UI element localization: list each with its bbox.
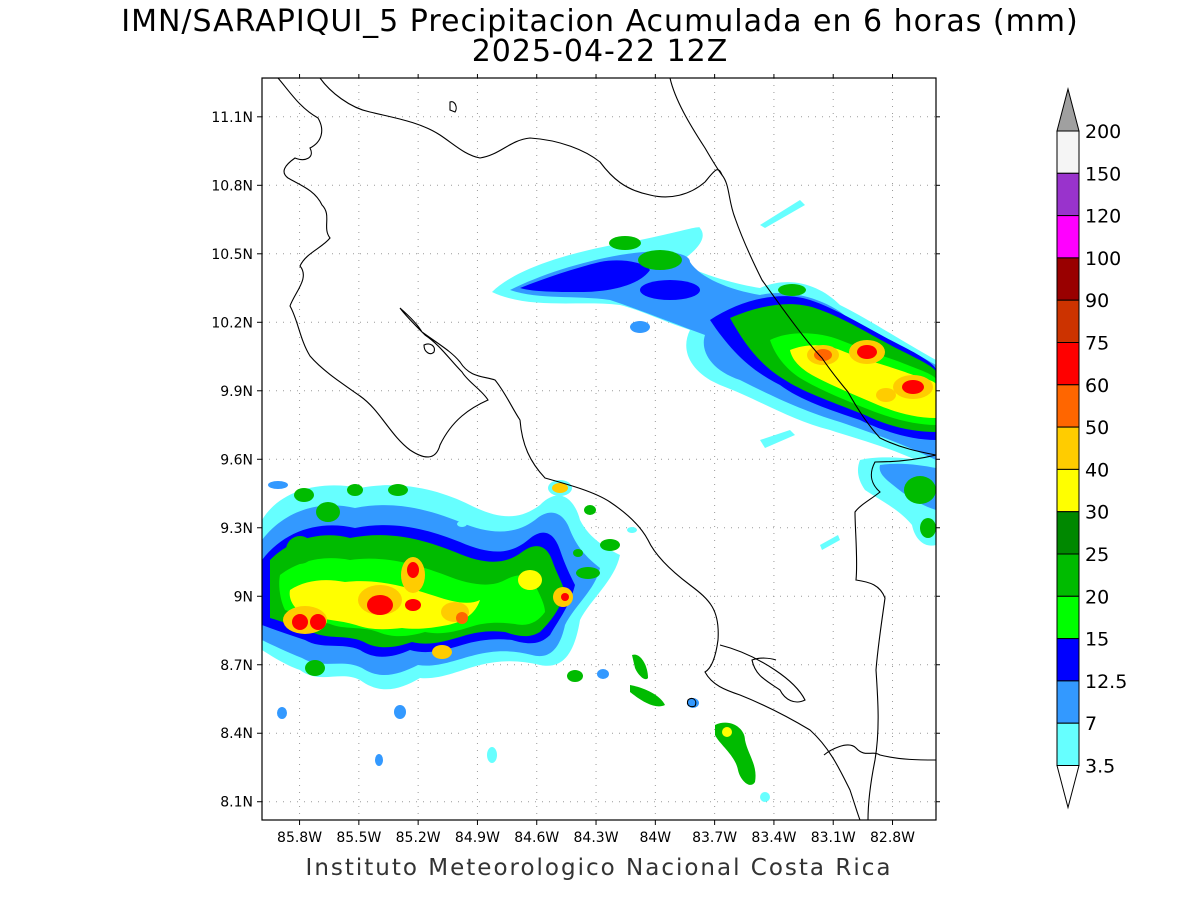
colorbar-segment	[1056, 130, 1080, 174]
colorbar-segment	[1056, 299, 1080, 344]
precipitation-field	[262, 200, 936, 802]
lat-tick-label: 9.9N	[220, 384, 253, 400]
colorbar-label: 7	[1085, 713, 1097, 735]
colorbar-segment	[1056, 257, 1080, 301]
colorbar-label: 90	[1085, 290, 1109, 312]
colorbar-label: 60	[1085, 375, 1109, 397]
colorbar-bottom-arrow	[1056, 765, 1080, 810]
lon-tick-label: 84W	[639, 830, 671, 846]
credit-text: Instituto Meteorologico Nacional Costa R…	[305, 855, 893, 881]
lat-tick-label: 9.6N	[220, 452, 253, 468]
colorbar-label: 120	[1085, 206, 1121, 228]
colorbar-label: 12.5	[1085, 671, 1127, 693]
longitude-axis: 85.8W 85.5W 85.2W 84.9W 84.6W 84.3W 84W 83.7W 83…	[277, 74, 915, 846]
lat-tick-label: 10.5N	[211, 247, 253, 263]
colorbar-label: 75	[1085, 333, 1109, 355]
map-frame	[261, 77, 937, 821]
colorbar-segment	[1056, 680, 1080, 724]
colorbar-label: 25	[1085, 544, 1109, 566]
lat-tick-label: 8.4N	[220, 726, 253, 742]
lat-tick-label: 11.1N	[211, 110, 253, 126]
colorbar-label: 40	[1085, 459, 1109, 481]
colorbar-label: 20	[1085, 586, 1109, 608]
precip-cluster-north	[492, 200, 936, 546]
lon-tick-label: 84.3W	[574, 830, 619, 846]
colorbar-segment	[1056, 638, 1080, 682]
latitude-axis: 11.1N 10.8N 10.5N 10.2N 9.9N 9.6N 9.3N 9N 8.7N 8.…	[211, 110, 940, 811]
colorbar-label: 100	[1085, 248, 1121, 270]
lat-tick-label: 10.8N	[211, 178, 253, 194]
colorbar-label: 3.5	[1085, 756, 1115, 778]
colorbar-top-arrow	[1056, 87, 1080, 132]
colorbar-label: 150	[1085, 163, 1121, 185]
lon-tick-label: 84.6W	[514, 830, 559, 846]
colorbar-segment	[1056, 553, 1080, 597]
colorbar-segment	[1056, 384, 1080, 428]
colorbar-legend: 200 150 120 100 90 75 60 50 40 30 25 20 15 12.5 7 3.5	[1056, 87, 1127, 810]
lat-tick-label: 8.1N	[220, 795, 253, 811]
colorbar-segment	[1056, 511, 1080, 555]
lat-tick-label: 9.3N	[220, 521, 253, 537]
colorbar-label: 50	[1085, 417, 1109, 439]
lon-tick-label: 85.5W	[336, 830, 381, 846]
map-title: IMN/SARAPIQUI_5 Precipitacion Acumulada …	[121, 4, 1079, 39]
lat-tick-label: 10.2N	[211, 315, 253, 331]
colorbar-segment	[1056, 426, 1080, 470]
lat-tick-label: 8.7N	[220, 658, 253, 674]
lat-tick-label: 9N	[234, 589, 253, 605]
map-subtitle-datetime: 2025-04-22 12Z	[471, 34, 729, 69]
colorbar-segment	[1056, 722, 1080, 767]
lon-tick-label: 85.2W	[396, 830, 441, 846]
colorbar-label: 15	[1085, 629, 1109, 651]
lon-tick-label: 85.8W	[277, 830, 322, 846]
colorbar-segment	[1056, 595, 1080, 640]
colorbar-segment	[1056, 468, 1080, 513]
lon-tick-label: 84.9W	[455, 830, 500, 846]
lon-tick-label: 83.1W	[811, 830, 856, 846]
lon-tick-label: 83.4W	[751, 830, 796, 846]
colorbar-segment	[1056, 215, 1080, 259]
precip-cluster-south	[262, 480, 840, 802]
coastlines-borders	[262, 78, 936, 820]
lon-tick-label: 83.7W	[692, 830, 737, 846]
colorbar-segment	[1056, 172, 1080, 217]
lon-tick-label: 82.8W	[870, 830, 915, 846]
colorbar-label: 200	[1085, 121, 1121, 143]
colorbar-segment	[1056, 342, 1080, 386]
map-area	[262, 78, 936, 820]
colorbar-label: 30	[1085, 502, 1109, 524]
